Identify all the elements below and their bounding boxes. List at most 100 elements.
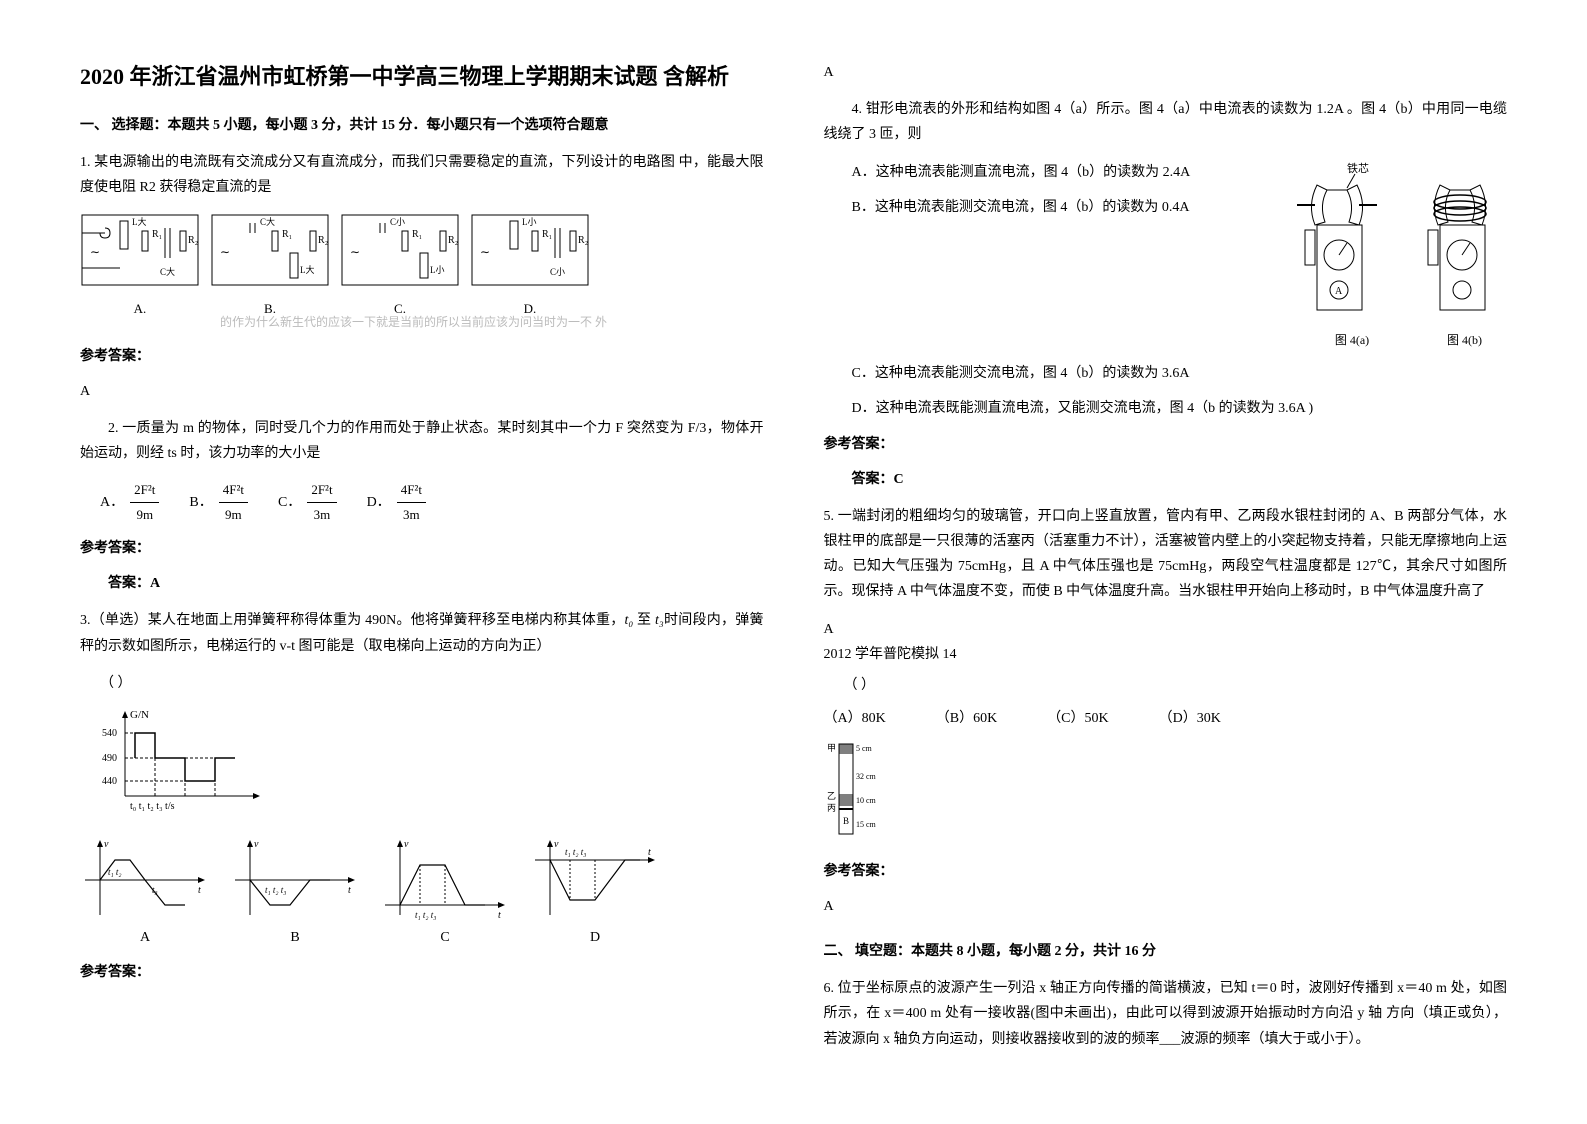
q5-extra1: A (824, 617, 1508, 642)
svg-text:15 cm: 15 cm (856, 820, 877, 829)
vt-a-svg: v t t₁ t₂ t₃ (80, 835, 210, 925)
circuit-b-svg: ∼ C大 R₁ L大 R₂ (210, 213, 330, 293)
q4-answer: 答案：C (852, 467, 1508, 492)
svg-text:t₁ t₂: t₁ t₂ (108, 867, 122, 877)
q5-answer-label: 参考答案： (824, 859, 1508, 884)
svg-text:490: 490 (102, 753, 117, 764)
svg-text:铁芯: 铁芯 (1347, 161, 1369, 175)
svg-text:R₂: R₂ (318, 235, 328, 246)
q1-faded-text: 的作为什么新生代的应该一下就是当前的所以当前应该为问当时为一不 外 (220, 312, 764, 334)
clamp-b-label: 图 4(b) (1447, 330, 1482, 352)
q2-answer: 答案：A (108, 571, 764, 596)
q5-extra2: 2012 学年普陀模拟 14 (824, 642, 1508, 667)
q4-opt-c: C．这种电流表能测交流电流，图 4（b）的读数为 3.6A (824, 361, 1508, 386)
vt-c-svg: v t t₁ t₂ t₃ (380, 835, 510, 925)
svg-text:R₁: R₁ (152, 229, 162, 240)
svg-text:C小: C小 (390, 217, 405, 227)
section1-header: 一、 选择题：本题共 5 小题，每小题 3 分，共计 15 分．每小题只有一个选… (80, 113, 764, 138)
q2-a-label: A． (100, 490, 124, 515)
svg-text:v: v (404, 839, 409, 850)
svg-text:v: v (104, 839, 109, 850)
q3-vt-row: v t t₁ t₂ t₃ A v t t₁ t₂ t₃ (80, 835, 764, 950)
svg-text:C小: C小 (550, 267, 565, 277)
q5-answer: A (824, 894, 1508, 919)
svg-text:L小: L小 (522, 217, 537, 227)
q3-to-word: 至 (633, 613, 655, 628)
clamp-b-svg (1422, 160, 1507, 330)
q2-answer-label: 参考答案： (80, 536, 764, 561)
svg-text:t₀ t₁ t₂ t₃ t/s: t₀ t₁ t₂ t₃ t/s (130, 801, 175, 812)
q2-opt-d: D． 4F²t3m (367, 478, 426, 526)
svg-text:t: t (648, 847, 651, 858)
svg-text:丙: 丙 (827, 803, 836, 813)
circuit-a: ∼ L大 R₁ R₂ C大 A. (80, 213, 200, 320)
q5-paren: （ ） (844, 673, 1508, 698)
svg-text:10 cm: 10 cm (856, 796, 877, 805)
q3-t0: t₀ (625, 613, 634, 628)
svg-text:440: 440 (102, 776, 117, 787)
q5-tube-svg: 甲 丙 5 cm 32 cm 10 cm 15 cm 乙 B (824, 739, 894, 839)
vt-d-svg: v t t₁ t₂ t₃ (530, 835, 660, 925)
vt-d: v t t₁ t₂ t₃ D (530, 835, 660, 950)
q2-c-label: C． (278, 490, 301, 515)
q4-figure: 铁芯 (1297, 160, 1507, 352)
circuit-d-svg: ∼ L小 R₁ C小 R₂ (470, 213, 590, 293)
svg-text:R₂: R₂ (578, 235, 588, 246)
circuit-b: ∼ C大 R₁ L大 R₂ B. (210, 213, 330, 320)
q2-options: A． 2F²t9m B． 4F²t9m C． 2F²t3m D． 4F²t3m (100, 478, 764, 526)
circuit-c-svg: ∼ C小 R₁ L小 R₂ (340, 213, 460, 293)
clamp-a-svg: 铁芯 (1297, 160, 1407, 330)
right-top-a: A (824, 60, 1508, 85)
q2-d-label: D． (367, 490, 391, 515)
circuit-a-svg: ∼ L大 R₁ R₂ C大 (80, 213, 200, 293)
svg-text:甲: 甲 (827, 743, 836, 753)
svg-text:540: 540 (102, 728, 117, 739)
q2-opt-c: C． 2F²t3m (278, 478, 337, 526)
vt-c-label: C (440, 925, 449, 950)
svg-text:乙: 乙 (827, 791, 836, 801)
svg-text:t: t (348, 885, 351, 896)
q6-text: 6. 位于坐标原点的波源产生一列沿 x 轴正方向传播的简谐横波，已知 t＝0 时… (824, 976, 1508, 1052)
svg-text:5 cm: 5 cm (856, 744, 873, 753)
vt-d-label: D (590, 925, 600, 950)
q2-opt-b: B． 4F²t9m (189, 478, 248, 526)
svg-text:∼: ∼ (350, 245, 360, 259)
vt-a: v t t₁ t₂ t₃ A (80, 835, 210, 950)
vt-b: v t t₁ t₂ t₃ B (230, 835, 360, 950)
q5-opt-a: （A）80K (824, 706, 886, 731)
clamp-a-label: 图 4(a) (1335, 330, 1369, 352)
circuit-c: ∼ C小 R₁ L小 R₂ C. (340, 213, 460, 320)
svg-text:L大: L大 (300, 264, 315, 275)
svg-text:v: v (554, 839, 559, 850)
q5-tube-diagram: 甲 丙 5 cm 32 cm 10 cm 15 cm 乙 B (824, 739, 1508, 848)
vt-c: v t t₁ t₂ t₃ C (380, 835, 510, 950)
svg-text:B: B (843, 816, 849, 826)
svg-text:R₁: R₁ (542, 229, 552, 240)
q2-b-label: B． (189, 490, 212, 515)
circuit-d: ∼ L小 R₁ C小 R₂ D. (470, 213, 590, 320)
q5-text: 5. 一端封闭的粗细均匀的玻璃管，开口向上竖直放置，管内有甲、乙两段水银柱封闭的… (824, 504, 1508, 605)
svg-text:R₂: R₂ (188, 235, 198, 246)
exam-title: 2020 年浙江省温州市虹桥第一中学高三物理上学期期末试题 含解析 (80, 60, 764, 93)
q3-paren: （ ） (100, 671, 764, 696)
section2-header: 二、 填空题：本题共 8 小题，每小题 2 分，共计 16 分 (824, 939, 1508, 964)
svg-text:L大: L大 (132, 216, 147, 227)
svg-text:t₁ t₂ t₃: t₁ t₂ t₃ (565, 847, 586, 857)
q5-opt-b: （B）60K (936, 706, 997, 731)
svg-text:∼: ∼ (480, 245, 490, 259)
clamp-a: 铁芯 (1297, 160, 1407, 352)
vt-b-label: B (290, 925, 299, 950)
svg-text:R₂: R₂ (448, 235, 458, 246)
q1-answer: A (80, 379, 764, 404)
q2-opt-a: A． 2F²t9m (100, 478, 159, 526)
q4-text: 4. 钳形电流表的外形和结构如图 4（a）所示。图 4（a）中电流表的读数为 1… (824, 97, 1508, 147)
q5-options: （A）80K （B）60K （C）50K （D）30K (824, 706, 1508, 731)
q3-g-graph: G/N 540 490 440 t₀ t₁ t₂ t₃ t/s (100, 706, 764, 825)
svg-text:A: A (1335, 286, 1343, 297)
svg-text:C大: C大 (260, 216, 275, 227)
clamp-b: 图 4(b) (1422, 160, 1507, 352)
svg-text:C大: C大 (160, 266, 175, 277)
vt-b-svg: v t t₁ t₂ t₃ (230, 835, 360, 925)
svg-text:R₁: R₁ (282, 229, 292, 240)
svg-text:32 cm: 32 cm (856, 772, 877, 781)
